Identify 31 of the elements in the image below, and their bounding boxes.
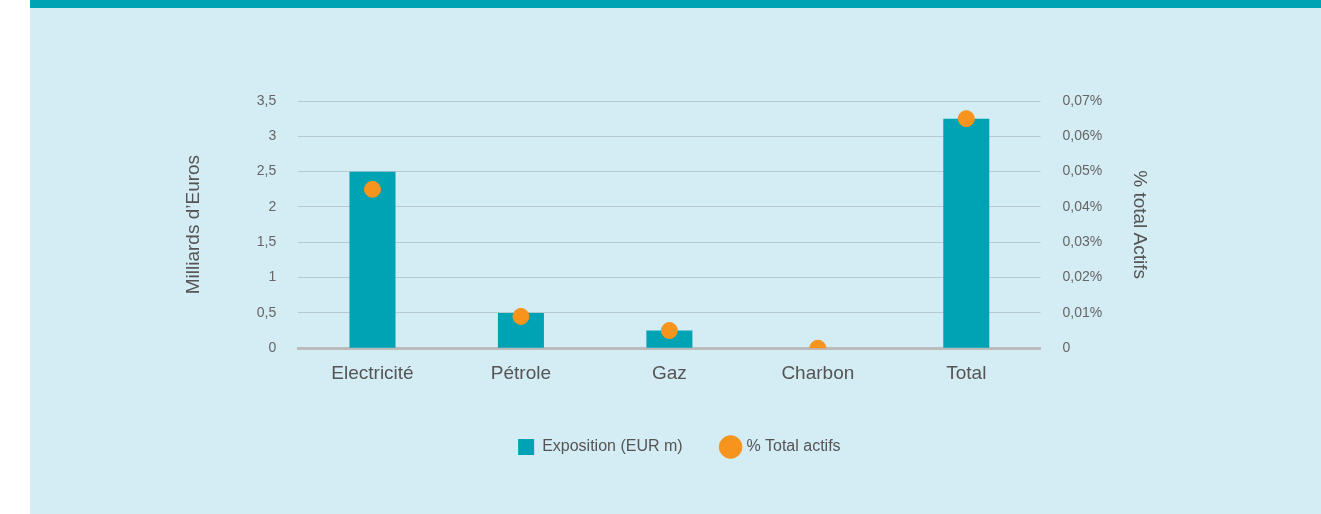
y2-tick-label: 0,02%: [1062, 268, 1103, 285]
x-tick-label: Pétrole: [490, 361, 552, 383]
y2-tick-label: 0,07%: [1062, 91, 1103, 108]
y2-tick-label: 0,03%: [1062, 233, 1103, 250]
y2-tick-label: 0,06%: [1062, 127, 1103, 144]
y-tick-label: 3,5: [256, 91, 277, 108]
x-tick-label: Gaz: [651, 361, 687, 383]
y-tick-label: 1: [268, 268, 277, 285]
x-tick-label: Total: [946, 361, 987, 383]
y2-tick-label: 0: [1062, 339, 1071, 356]
bar: [943, 118, 990, 348]
y-tick-label: 0: [268, 339, 277, 356]
legend-label: % Total actifs: [746, 437, 841, 455]
y2-axis-title: % total Actifs: [1130, 170, 1152, 279]
y2-tick-label: 0,04%: [1062, 197, 1103, 214]
y2-tick-label: 0,01%: [1062, 303, 1103, 320]
point: [363, 180, 381, 198]
y2-tick-label: 0,05%: [1062, 162, 1103, 179]
point: [660, 322, 678, 340]
bar: [349, 171, 396, 348]
y-tick-label: 1,5: [256, 233, 277, 250]
y-axis-title: Milliards d’Euros: [181, 154, 203, 295]
y-tick-label: 3: [268, 127, 277, 144]
x-tick-label: Electricité: [331, 361, 414, 383]
y-tick-label: 2,5: [256, 162, 277, 179]
point: [957, 110, 975, 128]
x-tick-label: Charbon: [781, 361, 855, 383]
legend-label: Exposition (EUR m): [542, 437, 683, 455]
point: [512, 307, 530, 325]
y-tick-label: 0,5: [256, 303, 277, 320]
y-tick-label: 2: [268, 197, 277, 214]
